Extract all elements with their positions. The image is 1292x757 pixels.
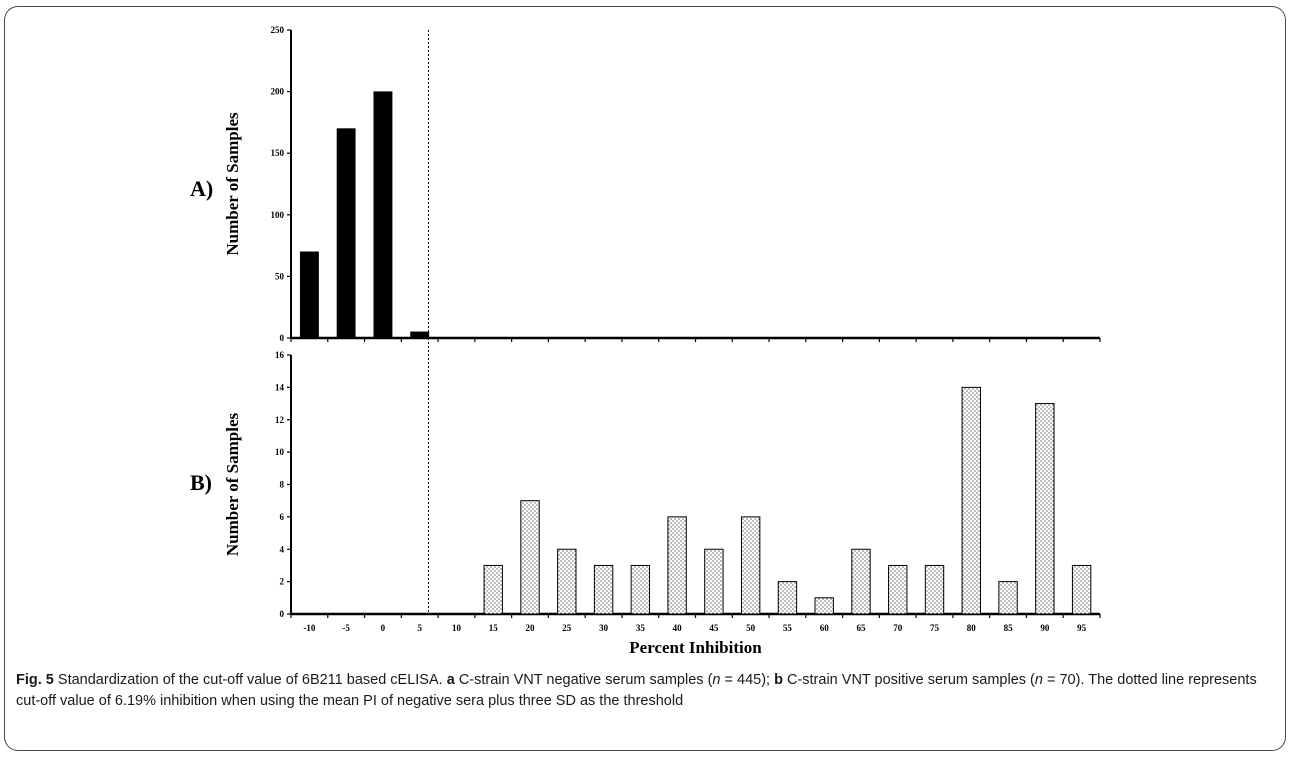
y-tick-label: 0 [280,609,285,619]
x-tick-label: 5 [417,623,422,633]
bar [483,564,503,615]
y-tick-label: 10 [275,447,285,457]
y-tick-label: 50 [275,271,285,281]
x-tick-label: 60 [820,623,830,633]
x-tick-label: 75 [930,623,940,633]
x-tick-label: 95 [1077,623,1087,633]
x-tick-label: -10 [303,623,315,633]
x-tick-label: 35 [636,623,646,633]
bar [667,516,687,615]
bar [704,548,724,615]
bar [557,548,577,615]
x-tick-label: 65 [856,623,866,633]
bar [630,564,651,615]
bar [336,128,356,339]
y-tick-label: 0 [280,333,285,343]
y-tick-label: 2 [280,577,285,587]
y-tick-label: 150 [271,148,285,158]
x-tick-label: 0 [381,623,386,633]
panel-label: A) [190,176,213,201]
figure-caption: Fig. 5 Standardization of the cut-off va… [16,670,1278,712]
x-tick-label: 20 [526,623,536,633]
x-tick-label: 90 [1040,623,1050,633]
caption-text-1: Standardization of the cut-off value of … [53,672,447,688]
caption-text-3: = 445); [720,672,775,688]
bar [593,564,614,615]
x-tick-label: 80 [967,623,977,633]
bar [520,500,540,615]
bar [410,331,430,339]
panel-b: 0 2 4 6 8 10 12 14 16 -10 -5 0 5 10 15 20 25 30 35 40 45 50 55… [190,350,1101,657]
caption-text-4: C-strain VNT positive serum samples ( [782,672,1035,688]
y-tick-label: 100 [271,210,285,220]
bar [814,597,834,615]
x-tick-label: 50 [746,623,756,633]
bar [924,564,945,615]
x-tick-label: 30 [599,623,609,633]
bar [777,581,798,615]
y-tick-label: 14 [275,382,285,392]
y-tick-label: 250 [271,25,285,35]
bar [961,386,981,615]
x-tick-label: 85 [1004,623,1014,633]
bar [888,564,908,615]
bar [373,91,393,339]
y-tick-label: 12 [275,415,285,425]
panel-label: B) [190,470,212,495]
bar [299,251,319,339]
bar [740,516,761,615]
caption-text-2: C-strain VNT negative serum samples ( [454,672,713,688]
bar [1071,564,1092,615]
x-tick-label: 25 [562,623,572,633]
y-axis-title: Number of Samples [223,412,242,556]
y-tick-label: 4 [280,544,285,554]
x-tick-label: 55 [783,623,793,633]
bar [851,548,871,615]
panel-a: 0 50 100 150 200 250 A) Number of Samples [190,25,1101,343]
caption-n-2: n [1034,672,1043,688]
y-tick-label: 16 [275,350,285,360]
x-tick-label: 10 [452,623,462,633]
bar [998,581,1018,615]
y-tick-label: 200 [271,87,285,97]
y-tick-label: 6 [280,512,285,522]
caption-n-1: n [712,672,721,688]
caption-panel-a: a [446,672,455,688]
x-tick-label: 45 [709,623,719,633]
y-axis-title: Number of Samples [223,112,242,256]
x-axis-title: Percent Inhibition [629,638,762,657]
caption-fig-label: Fig. 5 [16,672,54,688]
x-tick-label: 70 [893,623,903,633]
caption-panel-b: b [774,672,783,688]
caption-text-5: = 70). The dotted line represents cut-of… [16,672,1257,709]
y-tick-label: 8 [280,480,285,490]
x-tick-label: -5 [342,623,350,633]
x-tick-label: 15 [489,623,499,633]
figure-frame [4,6,1286,751]
x-tick-label: 40 [673,623,683,633]
bar [1035,403,1055,615]
